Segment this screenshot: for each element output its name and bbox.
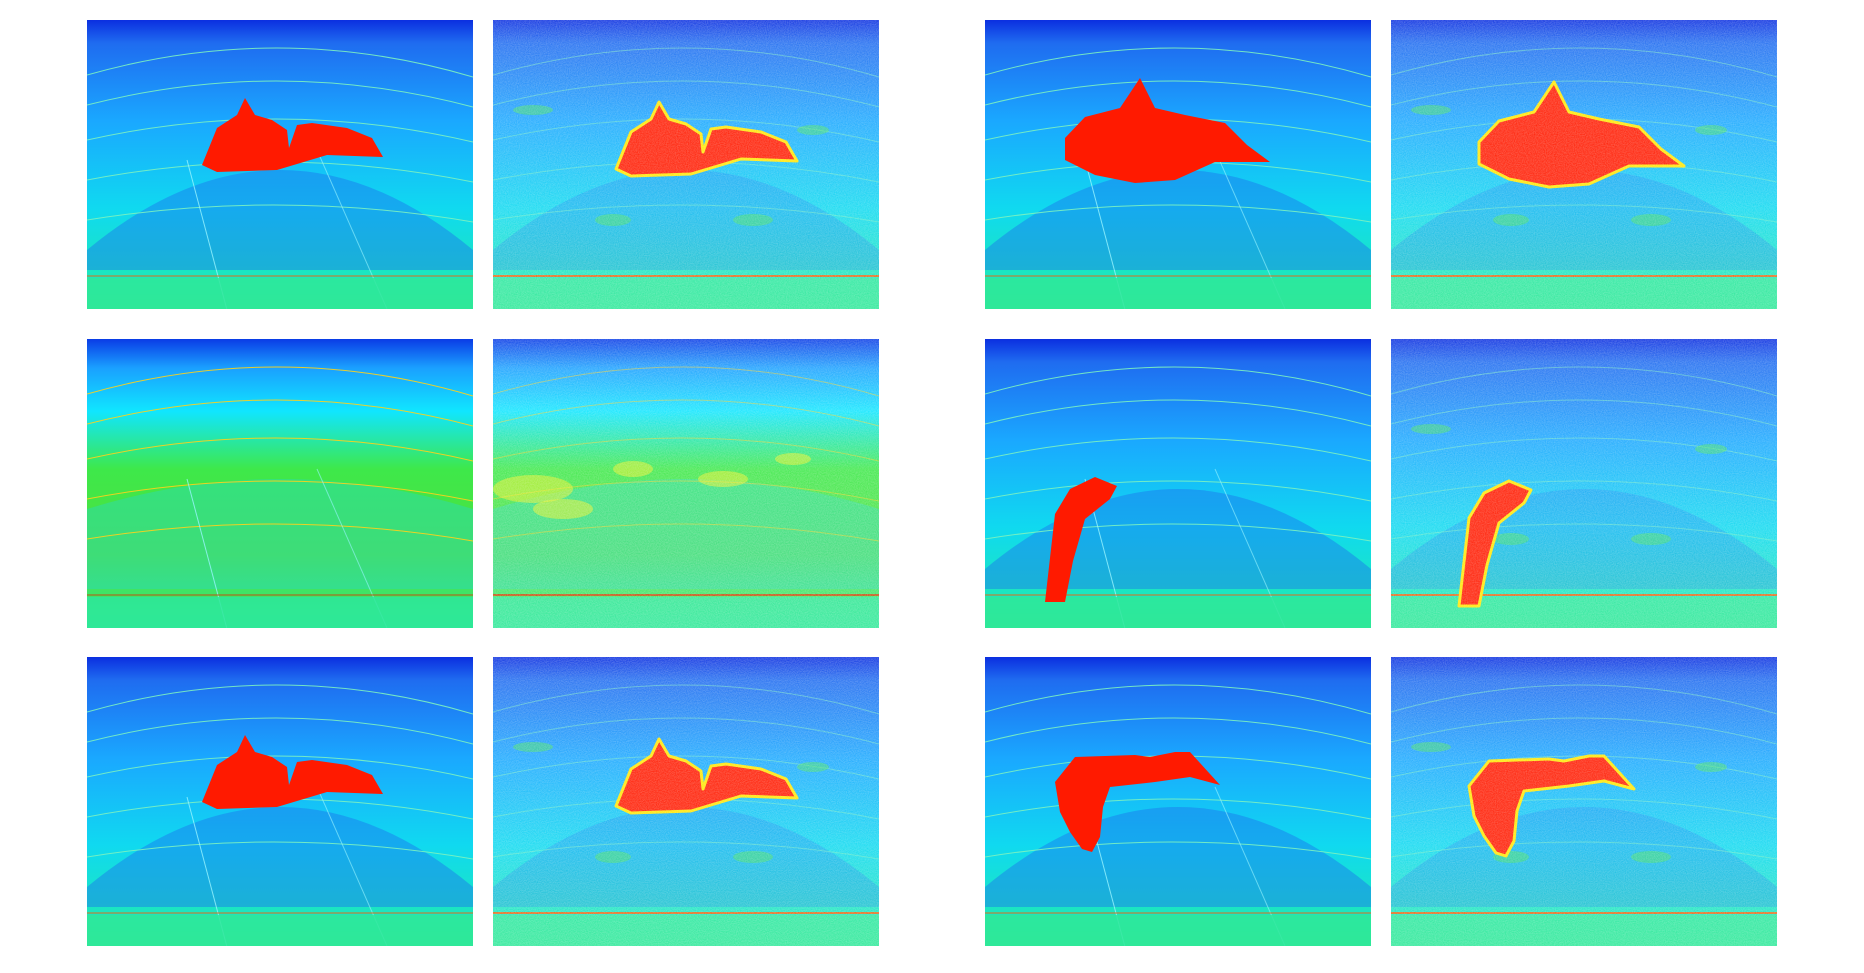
reflector-line xyxy=(87,80,473,108)
reflector-line xyxy=(87,366,473,397)
reflector-line xyxy=(985,204,1371,223)
pair-6-inverted-image xyxy=(1391,657,1777,946)
reflector-line xyxy=(87,437,473,462)
pair-3-inverted-panel xyxy=(493,339,879,628)
reflector-line xyxy=(87,841,473,860)
reflector-line xyxy=(87,118,473,143)
noise-overlay xyxy=(1391,20,1777,309)
anomaly-body xyxy=(202,98,383,172)
reflector-line xyxy=(87,717,473,745)
reflector-line xyxy=(985,47,1371,78)
anticline-core xyxy=(985,170,1371,270)
pair-3-inverted-image xyxy=(493,339,879,628)
reflector-line xyxy=(87,523,473,542)
reflector-line xyxy=(985,841,1371,860)
pair-2-inverted-panel xyxy=(1391,20,1777,309)
reflector-line xyxy=(87,480,473,502)
reflector-line xyxy=(985,80,1371,108)
bottom-layer xyxy=(87,597,473,628)
pair-4-model-image xyxy=(985,339,1371,628)
pair-5-inverted-panel xyxy=(493,657,879,946)
reflector-line xyxy=(985,523,1371,542)
pair-1-model-image xyxy=(87,20,473,309)
reflector-line xyxy=(87,47,473,78)
reflector-line xyxy=(985,480,1371,502)
reflector-line xyxy=(985,399,1371,427)
pair-5-inverted-image xyxy=(493,657,879,946)
pair-4-model-panel xyxy=(985,339,1371,628)
noise-overlay xyxy=(1391,339,1777,628)
noise-overlay xyxy=(1391,657,1777,946)
reflector-line xyxy=(985,798,1371,820)
bottom-layer xyxy=(87,915,473,946)
pair-1-model-panel xyxy=(87,20,473,309)
pair-4-inverted-panel xyxy=(1391,339,1777,628)
background-field xyxy=(87,339,473,628)
pair-1-inverted-panel xyxy=(493,20,879,309)
pair-2-inverted-image xyxy=(1391,20,1777,309)
pair-5-model-image xyxy=(87,657,473,946)
bottom-layer xyxy=(87,278,473,309)
noise-overlay xyxy=(493,20,879,309)
background-field xyxy=(985,657,1371,946)
bottom-layer xyxy=(985,915,1371,946)
pair-2-model-image xyxy=(985,20,1371,309)
noise-overlay xyxy=(493,657,879,946)
anomaly-body xyxy=(1055,752,1220,852)
reflector-line xyxy=(87,204,473,223)
noise-overlay xyxy=(493,339,879,628)
pair-6-model-panel xyxy=(985,657,1371,946)
reflector-line xyxy=(985,684,1371,715)
pair-6-inverted-panel xyxy=(1391,657,1777,946)
anomaly-body xyxy=(1045,477,1117,602)
bottom-layer xyxy=(985,597,1371,628)
anomaly-body xyxy=(202,735,383,809)
anticline-core xyxy=(87,807,473,907)
anticline-core xyxy=(87,479,473,589)
anomaly-body xyxy=(1065,78,1270,183)
pair-3-model-image xyxy=(87,339,473,628)
reflector-line xyxy=(985,437,1371,462)
pair-6-model-image xyxy=(985,657,1371,946)
reflector-line xyxy=(87,755,473,780)
bottom-layer xyxy=(985,278,1371,309)
pair-2-model-panel xyxy=(985,20,1371,309)
pair-3-model-panel xyxy=(87,339,473,628)
reflector-line xyxy=(985,366,1371,397)
reflector-line xyxy=(87,684,473,715)
pair-5-model-panel xyxy=(87,657,473,946)
reflector-line xyxy=(985,717,1371,745)
anticline-core xyxy=(87,170,473,270)
pair-4-inverted-image xyxy=(1391,339,1777,628)
pair-1-inverted-image xyxy=(493,20,879,309)
reflector-line xyxy=(87,399,473,427)
